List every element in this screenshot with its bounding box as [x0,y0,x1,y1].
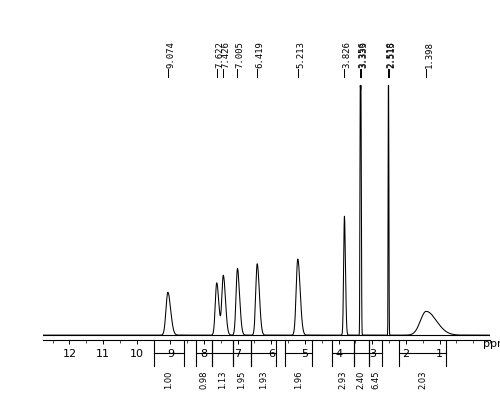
Text: 2.93: 2.93 [338,370,347,389]
Text: 7.005: 7.005 [236,41,245,68]
Text: 0.98: 0.98 [200,370,208,389]
Text: 9.074: 9.074 [166,41,175,68]
Text: 2.515: 2.515 [387,41,396,68]
Text: 7.622: 7.622 [215,41,224,68]
Text: 1.398: 1.398 [424,41,434,68]
Text: 5.213: 5.213 [296,41,305,68]
Text: ppm: ppm [484,339,500,349]
Text: 6.45: 6.45 [371,370,380,389]
Text: 1.93: 1.93 [259,370,268,389]
Text: 3.333: 3.333 [360,41,368,68]
Text: 3.356: 3.356 [358,41,368,68]
Text: 2.518: 2.518 [387,41,396,68]
Text: 1.96: 1.96 [294,370,302,389]
Text: 3.826: 3.826 [343,41,352,68]
Text: 7.426: 7.426 [222,41,230,68]
Text: 1.00: 1.00 [164,370,173,389]
Text: 1.95: 1.95 [238,370,246,389]
Text: 1.13: 1.13 [218,370,227,389]
Text: 2.03: 2.03 [418,370,427,389]
Text: 2.40: 2.40 [357,370,366,389]
Text: 6.419: 6.419 [256,41,264,68]
